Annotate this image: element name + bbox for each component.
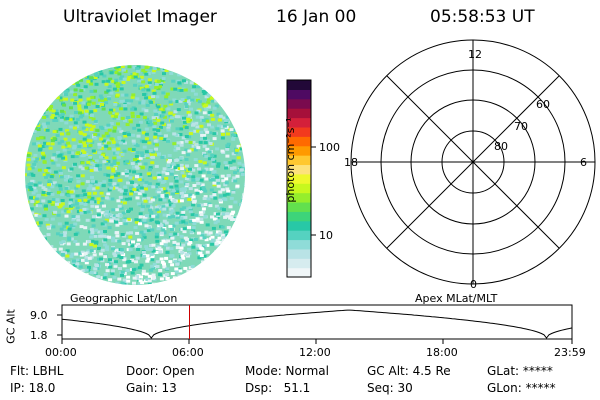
polar-diagonal-2 xyxy=(386,75,560,249)
colorbar-swatch xyxy=(287,126,311,137)
x-tick-0600: 06:00 xyxy=(172,346,204,359)
colorbar-swatch xyxy=(287,173,311,184)
time-label: 05:58:53 UT xyxy=(430,7,535,27)
lat-label-70: 70 xyxy=(514,120,528,133)
door-info: Door: Open xyxy=(126,364,195,378)
geographic-label: Geographic Lat/Lon xyxy=(70,292,178,305)
dsp-info: Dsp: 51.1 xyxy=(245,381,311,395)
glat-info: GLat: ***** xyxy=(487,364,553,378)
colorbar xyxy=(286,79,312,278)
colorbar-label-100: 100 xyxy=(319,141,340,154)
x-tick-0000: 00:00 xyxy=(45,346,77,359)
colorbar-swatch xyxy=(287,220,311,231)
colorbar-swatch xyxy=(287,80,311,90)
colorbar-swatch xyxy=(287,145,311,156)
timeline-axis-label: GC Alt xyxy=(4,309,18,344)
colorbar-swatch xyxy=(287,192,311,203)
apex-label: Apex MLat/MLT xyxy=(415,292,498,305)
mlt-label-6: 6 xyxy=(580,156,587,169)
colorbar-swatch xyxy=(287,258,311,269)
y-tick-1-8: 1.8 xyxy=(30,329,48,342)
seq-info: Seq: 30 xyxy=(367,381,413,395)
ip-info: IP: 18.0 xyxy=(10,381,56,395)
colorbar-swatch xyxy=(287,117,311,128)
gc-alt-info: GC Alt: 4.5 Re xyxy=(367,364,451,378)
mlt-label-12: 12 xyxy=(468,48,482,61)
uv-image-disk xyxy=(25,65,245,285)
gain-info: Gain: 13 xyxy=(126,381,177,395)
lat-label-60: 60 xyxy=(536,98,550,111)
mlt-label-0: 0 xyxy=(470,278,477,291)
colorbar-swatch xyxy=(287,136,311,147)
polar-plot xyxy=(350,39,596,285)
colorbar-unit-label: photon cm⁻²s⁻¹ xyxy=(284,117,297,203)
x-tick-1200: 12:00 xyxy=(299,346,331,359)
colorbar-swatch xyxy=(287,239,311,250)
date-label: 16 Jan 00 xyxy=(276,7,357,27)
timeline-frame xyxy=(61,304,573,340)
colorbar-swatch xyxy=(287,267,311,278)
altitude-curve xyxy=(61,309,573,339)
timeline-ticks xyxy=(57,314,573,344)
glon-info: GLon: ***** xyxy=(487,381,556,395)
colorbar-swatch xyxy=(287,164,311,175)
instrument-title: Ultraviolet Imager xyxy=(63,7,217,27)
lat-label-80: 80 xyxy=(494,140,508,153)
x-tick-2359: 23:59 xyxy=(554,346,586,359)
colorbar-frame xyxy=(286,79,312,278)
y-tick-9: 9.0 xyxy=(30,309,48,322)
colorbar-swatch xyxy=(287,89,311,100)
filter-info: Flt: LBHL xyxy=(10,364,64,378)
colorbar-swatch xyxy=(287,211,311,222)
colorbar-swatch xyxy=(287,248,311,259)
colorbar-swatch xyxy=(287,201,311,212)
colorbar-label-10: 10 xyxy=(319,229,333,242)
colorbar-swatch xyxy=(287,155,311,166)
colorbar-swatch xyxy=(287,98,311,109)
mode-info: Mode: Normal xyxy=(245,364,329,378)
colorbar-swatch xyxy=(287,108,311,119)
x-tick-1800: 18:00 xyxy=(426,346,458,359)
colorbar-swatch xyxy=(287,230,311,241)
mlt-label-18: 18 xyxy=(344,156,358,169)
colorbar-swatch xyxy=(287,183,311,194)
